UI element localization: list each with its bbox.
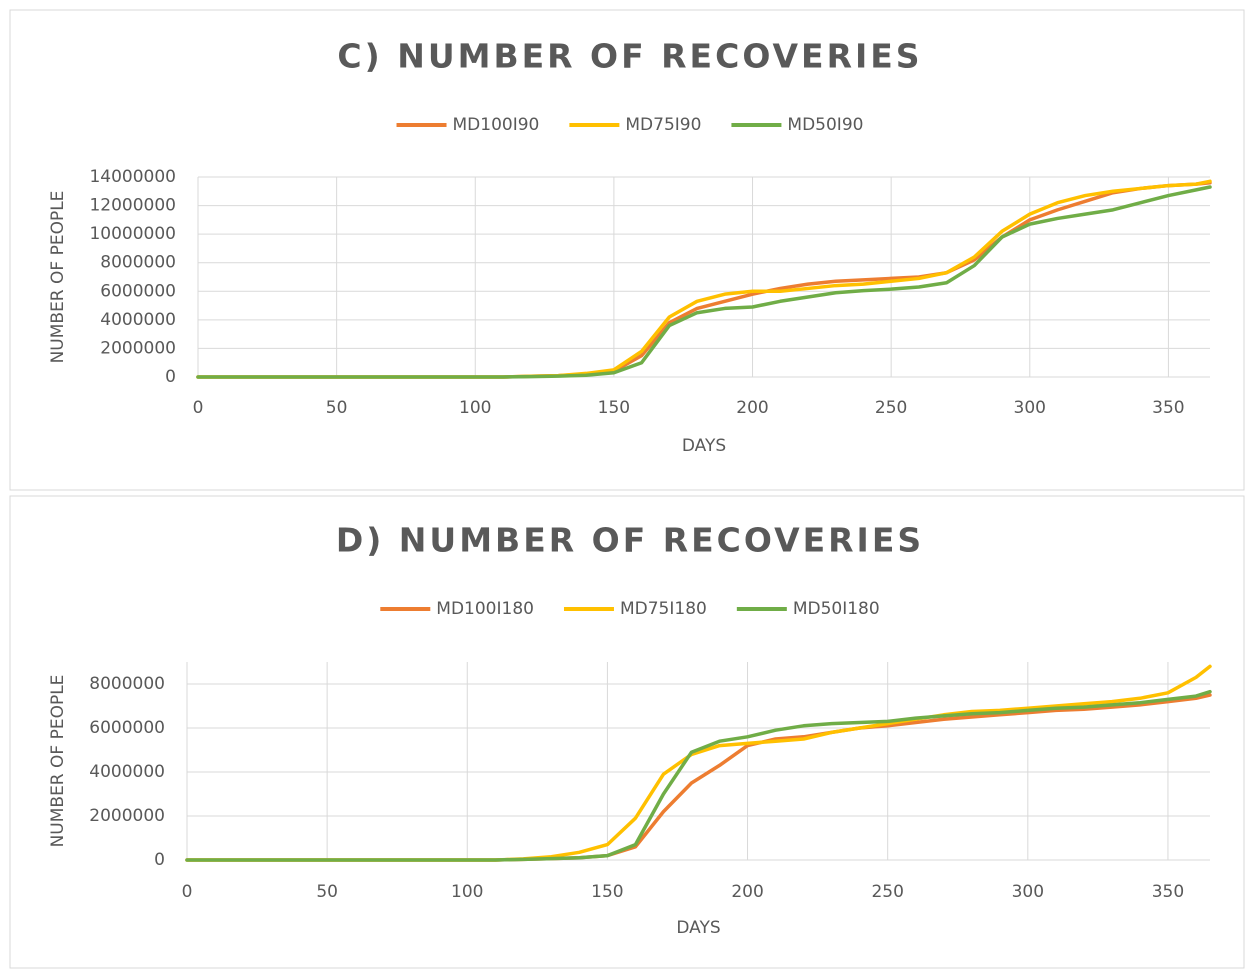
legend-label: MD75I180	[620, 599, 707, 619]
legend-label: MD100I180	[436, 599, 534, 619]
panel-border	[9, 495, 1245, 969]
x-tick-label: 0	[182, 882, 193, 902]
x-tick-label: 300	[1014, 398, 1046, 418]
panel-border	[9, 9, 1245, 491]
x-tick-label: 150	[591, 882, 623, 902]
legend-label: MD75I90	[625, 115, 701, 135]
x-axis-label: DAYS	[682, 436, 726, 456]
x-tick-label: 200	[736, 398, 768, 418]
y-tick-label: 10000000	[89, 224, 176, 244]
line-series	[185, 664, 1212, 862]
x-tick-label: 350	[1152, 882, 1184, 902]
legend-label: MD50I180	[793, 599, 880, 619]
y-axis-label: NUMBER OF PEOPLE	[48, 191, 68, 364]
x-tick-label: 150	[598, 398, 630, 418]
chart-title: C) NUMBER OF RECOVERIES	[337, 37, 922, 76]
line-series	[185, 689, 1212, 862]
line-series	[185, 693, 1212, 862]
y-tick-label: 2000000	[89, 806, 165, 826]
x-axis-label: DAYS	[676, 918, 720, 938]
x-tick-label: 50	[316, 882, 338, 902]
x-tick-label: 350	[1152, 398, 1184, 418]
x-tick-label: 100	[451, 882, 483, 902]
y-tick-label: 2000000	[100, 338, 176, 358]
legend-label: MD50I90	[787, 115, 863, 135]
x-tick-label: 250	[875, 398, 907, 418]
y-tick-label: 6000000	[89, 718, 165, 738]
x-tick-label: 100	[459, 398, 491, 418]
y-axis-label: NUMBER OF PEOPLE	[48, 675, 68, 848]
x-tick-label: 0	[193, 398, 204, 418]
y-tick-label: 8000000	[100, 253, 176, 273]
x-tick-label: 200	[731, 882, 763, 902]
y-tick-label: 12000000	[89, 196, 176, 216]
x-tick-label: 300	[1012, 882, 1044, 902]
y-tick-label: 6000000	[100, 281, 176, 301]
y-tick-label: 0	[154, 850, 165, 870]
y-tick-label: 14000000	[89, 167, 176, 187]
y-tick-label: 4000000	[89, 762, 165, 782]
legend-label: MD100I90	[453, 115, 540, 135]
y-tick-label: 0	[165, 367, 176, 387]
chart-title: D) NUMBER OF RECOVERIES	[336, 521, 924, 560]
y-tick-label: 4000000	[100, 310, 176, 330]
y-tick-label: 8000000	[89, 674, 165, 694]
line-series	[196, 180, 1212, 379]
line-series	[196, 185, 1212, 379]
x-tick-label: 50	[326, 398, 348, 418]
x-tick-label: 250	[871, 882, 903, 902]
